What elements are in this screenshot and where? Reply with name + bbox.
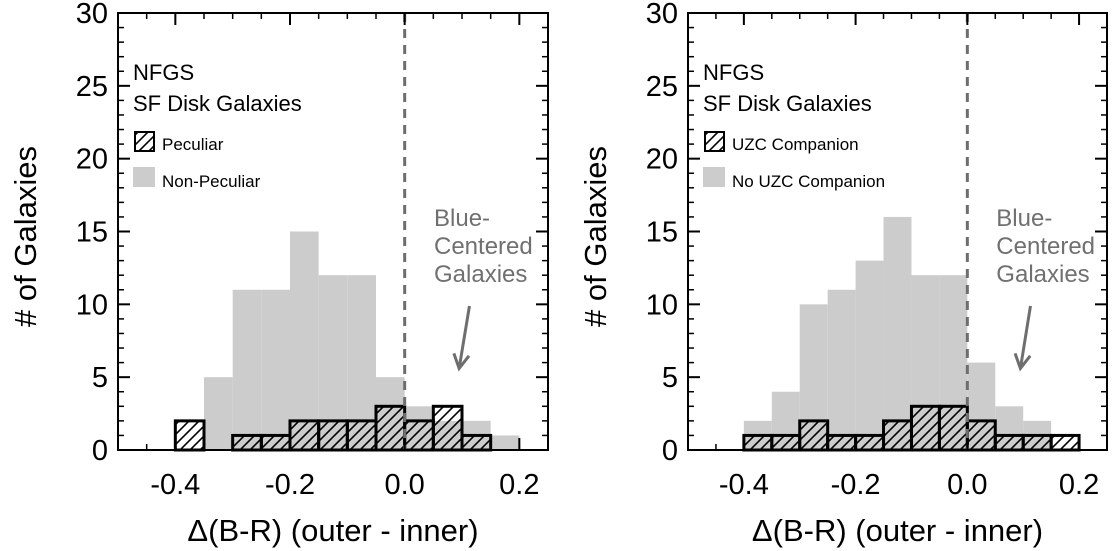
bar-filled xyxy=(261,289,290,450)
y-tick-label: 10 xyxy=(76,289,108,321)
bar-filled xyxy=(290,231,319,450)
bar-filled xyxy=(232,289,262,450)
y-tick-label: 0 xyxy=(92,435,108,467)
legend-swatch-filled xyxy=(703,167,725,187)
bar-hatched xyxy=(1021,433,1053,452)
legend-swatch-hatched xyxy=(704,131,725,152)
bar-filled xyxy=(204,377,233,450)
bar-hatched xyxy=(317,419,349,452)
bar-hatched xyxy=(403,419,435,452)
bar-hatched xyxy=(460,433,493,452)
bar-filled xyxy=(490,435,520,450)
bar-filled xyxy=(827,289,856,450)
y-axis-title: # of Galaxies xyxy=(578,146,613,327)
y-tick-label: 10 xyxy=(646,289,678,321)
bar-hatched xyxy=(770,433,802,452)
legend-swatch-filled xyxy=(133,167,155,187)
annotation-arrow xyxy=(1018,305,1032,369)
y-tick-label: 15 xyxy=(76,217,108,249)
annotation-text: Blue- xyxy=(434,205,490,232)
annotation-text: Centered xyxy=(434,233,533,260)
bar-hatched xyxy=(1049,433,1081,452)
bar-hatched xyxy=(288,419,321,452)
bar-hatched xyxy=(345,419,378,452)
x-tick-label: -0.4 xyxy=(719,469,769,501)
annotation-arrowhead xyxy=(452,352,471,372)
legend-label-hatched: Peculiar xyxy=(162,135,224,154)
annotation-text: Galaxies xyxy=(434,261,527,288)
y-tick-label: 0 xyxy=(662,435,678,467)
bar-hatched xyxy=(173,419,206,452)
legend-title-line2: SF Disk Galaxies xyxy=(703,91,872,116)
x-tick-label: -0.2 xyxy=(831,469,881,501)
y-tick-label: 15 xyxy=(646,217,678,249)
legend-swatch-hatched xyxy=(134,131,155,152)
bar-hatched xyxy=(965,419,997,452)
y-tick-label: 25 xyxy=(646,71,678,103)
y-tick-label: 5 xyxy=(662,362,678,394)
bar-hatched xyxy=(937,404,969,452)
x-tick-label: 0.0 xyxy=(385,469,425,501)
bar-hatched xyxy=(882,419,913,452)
y-tick-label: 5 xyxy=(92,362,108,394)
legend-label-filled: Non-Peculiar xyxy=(162,172,261,191)
bar-hatched xyxy=(431,404,464,452)
annotation-text: Centered xyxy=(996,233,1095,260)
bar-hatched xyxy=(826,433,858,452)
bar-hatched xyxy=(909,404,941,452)
bar-hatched xyxy=(231,433,263,452)
legend-label-filled: No UZC Companion xyxy=(732,172,885,191)
x-axis-title: Δ(B-R) (outer - inner) xyxy=(187,513,478,548)
left-histogram-panel: 0 5 10 15 20 25 30 -0.4 -0.2 0.0 0.2 # of Galaxies Δ… xyxy=(8,0,549,548)
x-tick-label: 0.2 xyxy=(1059,469,1099,501)
y-tick-label: 20 xyxy=(646,144,678,176)
right-histogram-panel: 0 5 10 15 20 25 30 -0.4 -0.2 0.0 0.2 # of Galaxies Δ… xyxy=(578,0,1108,548)
legend-title-line2: SF Disk Galaxies xyxy=(133,91,302,116)
bar-hatched xyxy=(259,433,292,452)
bar-hatched xyxy=(374,404,407,452)
bar-filled xyxy=(883,216,912,450)
bar-hatched xyxy=(854,433,886,452)
y-axis-title: # of Galaxies xyxy=(8,146,43,327)
y-tick-label: 30 xyxy=(646,0,678,30)
bar-filled xyxy=(855,260,884,450)
annotation-text: Galaxies xyxy=(996,261,1089,288)
x-tick-label: -0.2 xyxy=(265,469,315,501)
y-tick-label: 20 xyxy=(76,144,108,176)
annotation-text: Blue- xyxy=(996,205,1052,232)
y-tick-label: 25 xyxy=(76,71,108,103)
bar-hatched xyxy=(993,433,1025,452)
legend-label-hatched: UZC Companion xyxy=(732,135,859,154)
x-tick-label: -0.4 xyxy=(150,469,200,501)
y-tick-label: 30 xyxy=(76,0,108,30)
legend-title-line1: NFGS xyxy=(703,60,764,85)
bar-hatched xyxy=(798,419,830,452)
x-tick-label: 0.2 xyxy=(499,469,539,501)
x-tick-label: 0.0 xyxy=(947,469,987,501)
bar-hatched xyxy=(742,433,774,452)
x-axis-title: Δ(B-R) (outer - inner) xyxy=(752,513,1043,548)
annotation-arrow xyxy=(457,305,471,369)
annotation-arrowhead xyxy=(1013,352,1032,372)
legend-title-line1: NFGS xyxy=(133,60,194,85)
